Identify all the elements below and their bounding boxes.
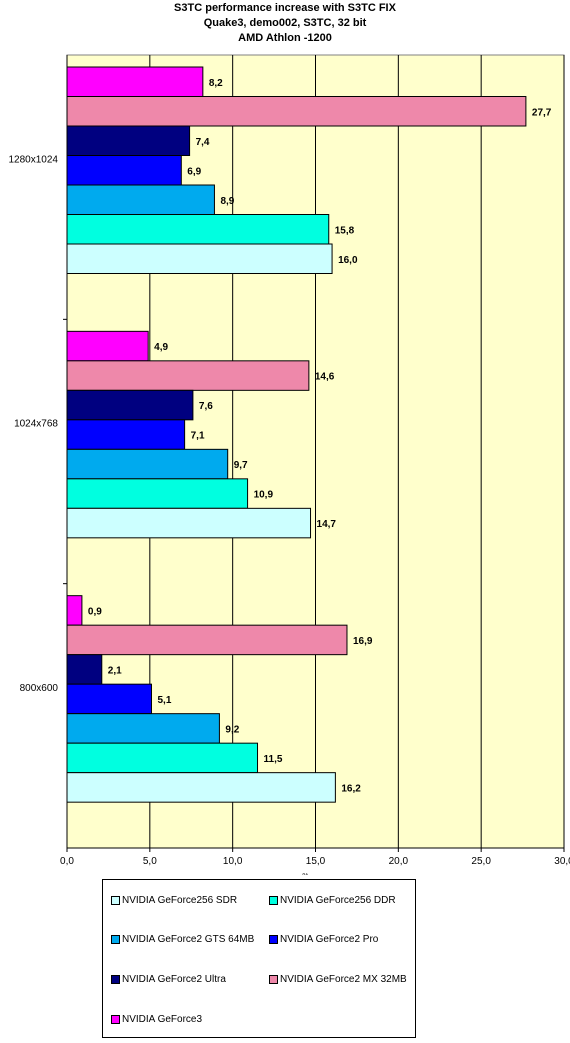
chart-legend: NVIDIA GeForce256 SDR NVIDIA GeForce256 D… xyxy=(102,879,416,1038)
bar-data-label: 2,1 xyxy=(108,665,122,676)
legend-entry: NVIDIA GeForce3 xyxy=(111,1014,202,1025)
bar xyxy=(66,96,527,127)
bar xyxy=(66,214,330,245)
legend-label: NVIDIA GeForce256 DDR xyxy=(280,895,396,906)
bar-data-label: 5,1 xyxy=(157,695,171,706)
bar xyxy=(66,507,312,539)
bar xyxy=(66,360,310,391)
bar xyxy=(66,419,186,450)
legend-swatch xyxy=(269,975,278,984)
legend-label: NVIDIA GeForce2 MX 32MB xyxy=(280,974,407,985)
chart-title-line-2: Quake3, demo002, S3TC, 32 bit xyxy=(203,17,367,29)
bar-data-label: 9,2 xyxy=(225,724,239,735)
chart-title-line-1: S3TC performance increase with S3TC FIX xyxy=(174,2,396,14)
legend-swatch xyxy=(269,896,278,905)
bar-data-label: 14,6 xyxy=(315,372,335,383)
bar xyxy=(66,742,259,774)
bar-data-label: 4,9 xyxy=(154,342,168,353)
bar xyxy=(66,713,220,744)
legend-label: NVIDIA GeForce3 xyxy=(122,1014,203,1025)
legend-swatch xyxy=(111,975,120,984)
legend-swatch xyxy=(111,896,120,905)
legend-swatch xyxy=(111,935,120,944)
bar-data-label: 16,0 xyxy=(338,255,358,266)
bar xyxy=(66,184,215,215)
x-tick-label: 10,0 xyxy=(223,856,243,867)
legend-label: NVIDIA GeForce2 Ultra xyxy=(122,974,226,985)
legend-entry: NVIDIA GeForce256 SDR xyxy=(111,895,237,906)
bar xyxy=(66,243,333,274)
category-label: 1024x768 xyxy=(14,419,58,430)
legend-swatch xyxy=(269,935,278,944)
x-tick-label: 25,0 xyxy=(471,856,491,867)
bar-data-label: 11,5 xyxy=(264,754,283,765)
x-tick-label: 30,0 xyxy=(554,856,570,867)
x-axis-label: % xyxy=(302,873,308,875)
bar-data-label: 9,7 xyxy=(234,460,248,471)
bar xyxy=(66,66,204,97)
bar xyxy=(66,772,336,803)
bar-data-label: 8,2 xyxy=(209,78,223,89)
legend-label: NVIDIA GeForce2 GTS 64MB xyxy=(122,934,255,945)
chart-title-line-3: AMD Athlon -1200 xyxy=(238,32,332,44)
bar-data-label: 7,1 xyxy=(191,431,205,442)
bar xyxy=(66,389,194,421)
bar-data-label: 16,2 xyxy=(341,783,361,794)
bar-data-label: 0,9 xyxy=(88,606,102,617)
bar xyxy=(66,683,152,715)
bar xyxy=(66,478,249,509)
bar-data-label: 15,8 xyxy=(335,225,355,236)
bar-data-label: 27,7 xyxy=(532,107,552,118)
bar xyxy=(66,654,103,685)
x-tick-label: 0,0 xyxy=(60,856,74,867)
bar xyxy=(66,624,348,656)
bar xyxy=(66,595,83,626)
category-label: 1280x1024 xyxy=(9,154,59,165)
legend-label: NVIDIA GeForce2 Pro xyxy=(280,934,379,945)
legend-swatch xyxy=(111,1015,120,1024)
x-tick-label: 5,0 xyxy=(143,856,157,867)
bar-chart: 0,0 5,0 10,0 15,0 20,0 25,0 30,0% 1280x1024 8,2 2… xyxy=(9,54,570,875)
legend-entry: NVIDIA GeForce2 GTS 64MB xyxy=(111,934,254,945)
bar-data-label: 16,9 xyxy=(353,636,373,647)
bar-data-label: 7,4 xyxy=(196,137,210,148)
bar xyxy=(66,155,182,186)
legend-entry: NVIDIA GeForce2 MX 32MB xyxy=(269,974,407,985)
legend-label: NVIDIA GeForce256 SDR xyxy=(122,895,238,906)
x-tick-label: 15,0 xyxy=(306,856,326,867)
x-tick-label: 20,0 xyxy=(389,856,409,867)
category-label: 800x600 xyxy=(20,683,59,694)
bar xyxy=(66,125,191,156)
legend-entry: NVIDIA GeForce2 Pro xyxy=(269,934,378,945)
legend-entry: NVIDIA GeForce2 Ultra xyxy=(111,974,226,985)
bar xyxy=(66,448,229,480)
bar-data-label: 8,9 xyxy=(220,196,234,207)
bar-data-label: 6,9 xyxy=(187,166,201,177)
legend-entry: NVIDIA GeForce256 DDR xyxy=(269,895,396,906)
bar xyxy=(66,330,149,362)
bar-data-label: 7,6 xyxy=(199,401,213,412)
bar-data-label: 10,9 xyxy=(254,490,274,501)
bar-data-label: 14,7 xyxy=(317,519,337,530)
